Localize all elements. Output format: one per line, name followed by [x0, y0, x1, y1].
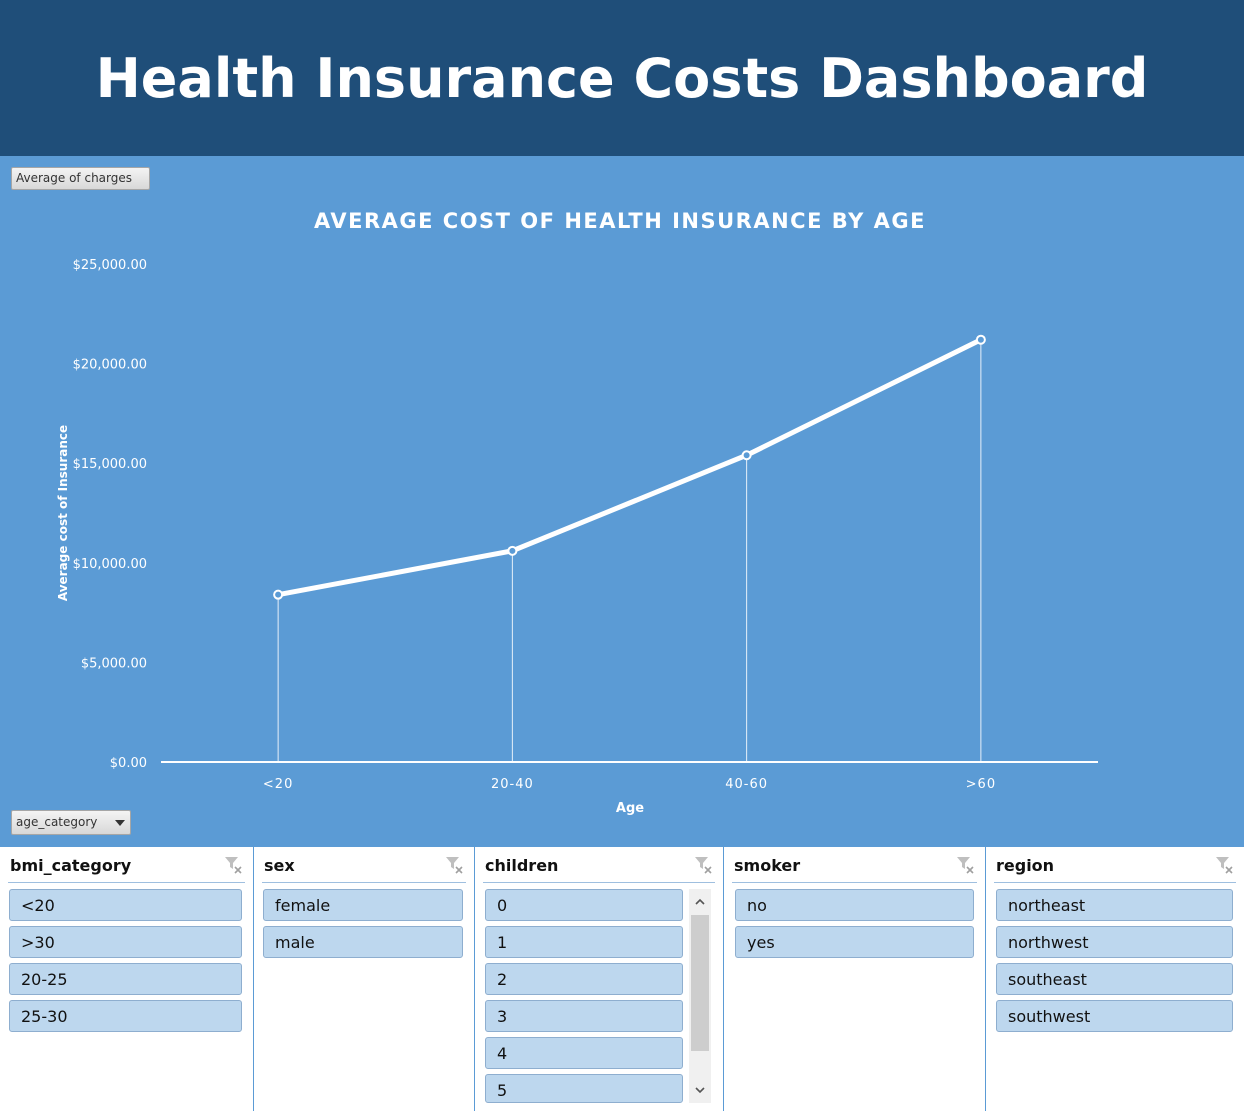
clear-filter-icon[interactable] — [955, 855, 975, 875]
slicer-header: bmi_category — [8, 853, 245, 883]
y-axis-label: Average cost of Insurance — [56, 425, 70, 601]
data-point[interactable] — [507, 545, 518, 556]
x-axis-label: Age — [616, 801, 644, 816]
slicer-header: smoker — [732, 853, 977, 883]
slicer-item[interactable]: 3 — [485, 1000, 683, 1032]
slicer-scrollbar[interactable] — [689, 889, 711, 1103]
slicer-item[interactable]: <20 — [9, 889, 242, 921]
chevron-down-icon[interactable] — [693, 1083, 707, 1097]
slicer-item[interactable]: >30 — [9, 926, 242, 958]
y-tick-label: $0.00 — [110, 756, 147, 771]
slicer-item[interactable]: 2 — [485, 963, 683, 995]
slicer-item[interactable]: female — [263, 889, 463, 921]
slicer-title: sex — [264, 856, 295, 875]
slicer-children: children 0 1 2 3 4 5 — [474, 847, 723, 1111]
slicer-item[interactable]: 0 — [485, 889, 683, 921]
slicer-item[interactable]: 20-25 — [9, 963, 242, 995]
chevron-up-icon[interactable] — [693, 895, 707, 909]
dashboard-header: Health Insurance Costs Dashboard — [0, 0, 1244, 156]
page-title: Health Insurance Costs Dashboard — [95, 46, 1149, 110]
slicer-smoker: smoker no yes — [723, 847, 985, 1111]
clear-filter-icon[interactable] — [1214, 855, 1234, 875]
slicer-title: region — [996, 856, 1055, 875]
clear-filter-icon[interactable] — [223, 855, 243, 875]
y-tick-label: $25,000.00 — [73, 258, 147, 273]
slicer-item[interactable]: southeast — [996, 963, 1233, 995]
slicer-item[interactable]: yes — [735, 926, 974, 958]
axis-field-label: age_category — [16, 815, 98, 829]
line-chart: AVERAGE COST OF HEALTH INSURANCE BY AGE … — [56, 209, 1098, 816]
slicer-title: smoker — [734, 856, 801, 875]
clear-filter-icon[interactable] — [693, 855, 713, 875]
slicer-title: bmi_category — [10, 856, 132, 875]
x-tick-label: >60 — [966, 777, 996, 792]
slicer-item[interactable]: northwest — [996, 926, 1233, 958]
chevron-down-icon — [115, 820, 125, 826]
slicer-item[interactable]: northeast — [996, 889, 1233, 921]
slicer-header: children — [483, 853, 715, 883]
chart-area: Average of charges AVERAGE COST OF HEALT… — [0, 156, 1244, 847]
axis-field-button[interactable]: age_category — [11, 810, 131, 835]
slicer-item[interactable]: no — [735, 889, 974, 921]
slicer-panel: bmi_category <20 >30 20-25 25-30 sex fem… — [0, 847, 1244, 1111]
slicer-region: region northeast northwest southeast sou… — [985, 847, 1244, 1111]
slicer-header: region — [994, 853, 1236, 883]
y-tick-label: $5,000.00 — [81, 656, 147, 671]
slicer-item[interactable]: male — [263, 926, 463, 958]
chart-title: AVERAGE COST OF HEALTH INSURANCE BY AGE — [314, 209, 926, 233]
slicer-item[interactable]: 1 — [485, 926, 683, 958]
data-point[interactable] — [975, 334, 986, 345]
slicer-sex: sex female male — [253, 847, 474, 1111]
y-tick-label: $20,000.00 — [73, 358, 147, 373]
x-tick-label: 20-40 — [491, 777, 534, 792]
slicer-item[interactable]: southwest — [996, 1000, 1233, 1032]
slicer-header: sex — [262, 853, 466, 883]
value-field-button[interactable]: Average of charges — [11, 167, 150, 190]
data-point[interactable] — [741, 450, 752, 461]
y-tick-label: $15,000.00 — [73, 457, 147, 472]
x-tick-label: 40-60 — [725, 777, 768, 792]
scroll-thumb[interactable] — [691, 915, 709, 1051]
data-point[interactable] — [273, 589, 284, 600]
x-tick-label: <20 — [263, 777, 293, 792]
clear-filter-icon[interactable] — [444, 855, 464, 875]
slicer-item[interactable]: 25-30 — [9, 1000, 242, 1032]
y-tick-label: $10,000.00 — [73, 557, 147, 572]
slicer-item[interactable]: 5 — [485, 1074, 683, 1103]
slicer-title: children — [485, 856, 559, 875]
slicer-item[interactable]: 4 — [485, 1037, 683, 1069]
series-line — [277, 337, 982, 598]
slicer-bmi-category: bmi_category <20 >30 20-25 25-30 — [0, 847, 253, 1111]
